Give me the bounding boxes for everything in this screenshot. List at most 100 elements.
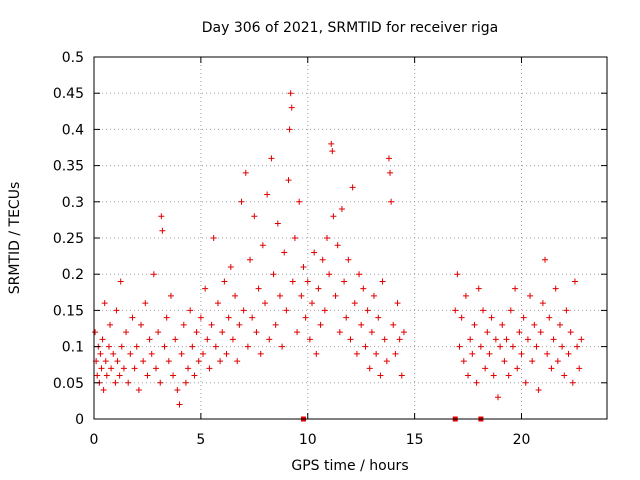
data-point (546, 314, 553, 321)
y-tick-label: 0.1 (62, 340, 84, 356)
data-point (533, 343, 540, 350)
data-point (388, 198, 395, 205)
data-point (120, 365, 127, 372)
data-point (108, 365, 115, 372)
data-point (257, 350, 264, 357)
data-point (375, 314, 382, 321)
data-point (247, 256, 254, 263)
data-point (127, 350, 134, 357)
data-point (138, 321, 145, 328)
data-point (289, 278, 296, 285)
data-point (229, 336, 236, 343)
data-point (187, 307, 194, 314)
data-point (225, 314, 232, 321)
data-point (311, 249, 318, 256)
data-point (180, 321, 187, 328)
data-point (125, 379, 132, 386)
data-point (494, 394, 501, 401)
data-point (281, 249, 288, 256)
data-point (497, 343, 504, 350)
data-point (105, 343, 112, 350)
data-point (202, 285, 209, 292)
data-point (338, 206, 345, 213)
data-point (286, 126, 293, 133)
data-point (251, 213, 258, 220)
data-point (544, 350, 551, 357)
data-point (217, 358, 224, 365)
data-point (152, 365, 159, 372)
data-point (97, 350, 104, 357)
data-point (302, 314, 309, 321)
data-point (467, 336, 474, 343)
data-point (398, 372, 405, 379)
data-point (236, 321, 243, 328)
data-point (118, 343, 125, 350)
data-point (219, 329, 226, 336)
data-point (259, 242, 266, 249)
data-point (554, 358, 561, 365)
data-point (353, 350, 360, 357)
data-point (210, 235, 217, 241)
data-point (262, 300, 268, 307)
data-point (336, 329, 343, 336)
data-point (477, 343, 484, 350)
data-point (571, 278, 578, 285)
data-point (473, 379, 480, 386)
data-point (264, 191, 271, 198)
x-tick-label: 0 (90, 432, 99, 448)
data-point (482, 365, 489, 372)
data-point (537, 329, 544, 336)
data-point (135, 387, 142, 394)
data-point (298, 292, 305, 299)
data-point (499, 321, 506, 328)
data-point (360, 285, 367, 292)
data-point (347, 336, 354, 343)
data-point (556, 321, 563, 328)
data-point (92, 329, 99, 336)
data-point (368, 329, 375, 336)
data-point (272, 321, 279, 328)
data-point (362, 343, 369, 350)
data-point (396, 336, 403, 343)
data-point (159, 227, 166, 234)
data-point (204, 336, 211, 343)
data-point (383, 358, 390, 365)
data-point (512, 285, 519, 292)
y-tick-label: 0.4 (62, 122, 84, 138)
chart-title: Day 306 of 2021, SRMTID for receiver rig… (202, 20, 499, 36)
data-point (492, 336, 499, 343)
data-point (373, 350, 380, 357)
data-point (193, 329, 200, 336)
data-point (129, 314, 136, 321)
data-point (142, 300, 149, 307)
data-point (539, 300, 546, 307)
data-point (221, 278, 228, 285)
data-point (480, 307, 487, 314)
data-point (112, 379, 119, 386)
data-point (288, 104, 295, 111)
data-point (296, 198, 303, 205)
data-point (182, 379, 189, 386)
data-point (567, 329, 574, 336)
data-point (197, 314, 204, 321)
x-axis-label: GPS time / hours (291, 458, 408, 474)
y-axis-ticks: 0 0.05 0.1 0.15 0.2 0.25 0.3 0.35 0.4 0.45 0.5 (53, 50, 607, 428)
data-point (270, 271, 277, 278)
data-point (465, 372, 472, 379)
points-layer (92, 90, 585, 408)
y-tick-label: 0 (75, 412, 84, 428)
data-point (313, 350, 320, 357)
data-point (488, 314, 495, 321)
y-tick-label: 0.5 (62, 50, 84, 66)
data-point (167, 292, 174, 299)
data-point (484, 329, 491, 336)
data-point (131, 365, 138, 372)
data-point (214, 300, 221, 307)
data-point (309, 300, 316, 307)
y-tick-label: 0.2 (62, 267, 84, 283)
data-point (379, 278, 386, 285)
data-point (452, 307, 459, 314)
data-point (148, 350, 155, 357)
data-point (351, 300, 358, 307)
data-point (291, 235, 298, 241)
